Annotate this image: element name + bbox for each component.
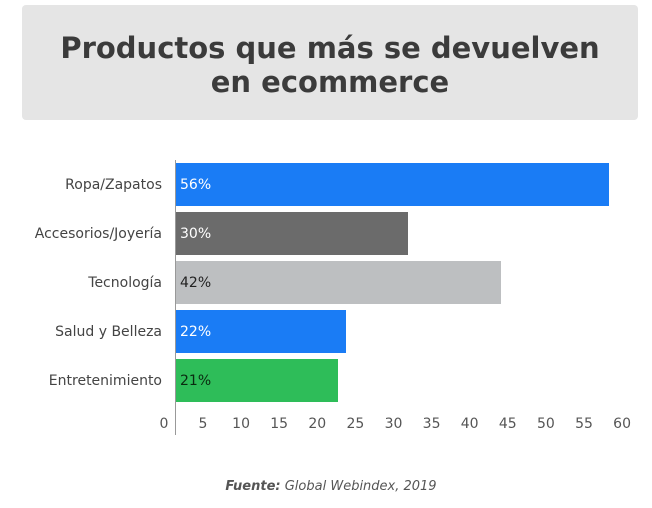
x-tick-label: 20 — [308, 416, 327, 432]
category-label: Accesorios/Joyería — [34, 226, 162, 242]
data-label: 42% — [180, 274, 212, 291]
x-tick-label: 10 — [232, 416, 251, 432]
bar: 22% — [176, 310, 347, 353]
source-text: Global Webindex, 2019 — [284, 479, 437, 494]
title-box: Productos que más se devuelven en ecomme… — [22, 5, 638, 120]
source-label: Fuente: — [225, 479, 281, 494]
source-note: Fuente: Global Webindex, 2019 — [0, 479, 652, 494]
title-line-2: en ecommerce — [210, 64, 450, 99]
chart-title: Productos que más se devuelven en ecomme… — [60, 31, 599, 99]
x-tick-label: 35 — [422, 416, 441, 432]
bar: 30% — [176, 212, 408, 255]
x-tick-label: 40 — [460, 416, 479, 432]
x-tick-label: 30 — [384, 416, 403, 432]
x-tick-label: 5 — [198, 416, 208, 432]
y-axis-line — [175, 160, 176, 435]
data-label: 30% — [180, 225, 212, 242]
x-tick-label: 45 — [498, 416, 517, 432]
category-label: Tecnología — [88, 275, 162, 291]
x-tick-label: 15 — [270, 416, 289, 432]
category-label: Ropa/Zapatos — [65, 177, 162, 193]
data-label: 21% — [180, 372, 212, 389]
bar: 42% — [176, 261, 501, 304]
category-label: Salud y Belleza — [55, 324, 162, 340]
data-label: 56% — [180, 176, 212, 193]
x-tick-label: 0 — [159, 416, 169, 432]
data-label: 22% — [180, 323, 212, 340]
x-tick-label: 50 — [536, 416, 555, 432]
title-line-1: Productos que más se devuelven — [60, 30, 600, 65]
x-tick-label: 55 — [575, 416, 593, 432]
x-tick-label: 60 — [613, 416, 632, 432]
category-label: Entretenimiento — [48, 373, 162, 389]
x-tick-label: 25 — [346, 416, 365, 432]
bar: 21% — [176, 359, 339, 402]
bar: 56% — [176, 163, 609, 206]
